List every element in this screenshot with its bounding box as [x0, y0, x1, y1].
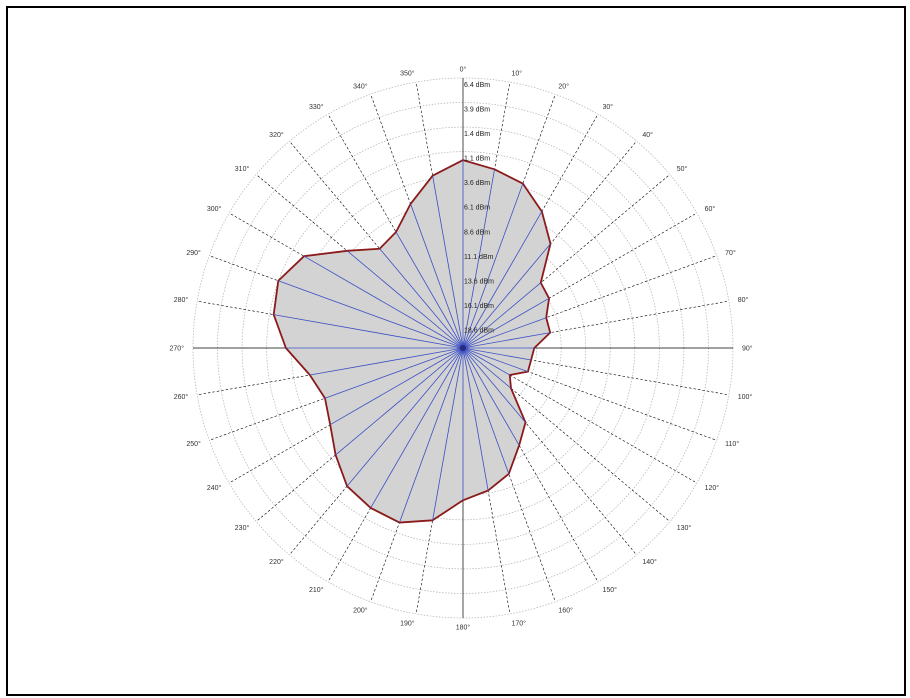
angle-label-50: 50°: [677, 165, 688, 173]
pattern-point-320: [379, 248, 464, 349]
angle-label-10: 10°: [511, 70, 522, 78]
ring-label-0: 6.4 dBm: [464, 82, 490, 89]
ring-labels: 6.4 dBm 3.9 dBm 1.4 dBm 1.1 dBm 3.6 dBm 6.1 d…: [464, 82, 494, 334]
pattern-point-30: [462, 211, 543, 349]
angle-label-290: 290°: [186, 249, 201, 257]
pattern-point-330: [395, 231, 464, 349]
pattern-point-120: [462, 347, 510, 376]
angle-label-210: 210°: [309, 586, 324, 594]
ring-label-3: 1.1 dBm: [464, 156, 490, 163]
angle-label-340: 340°: [353, 82, 368, 90]
pattern-point-170: [462, 347, 489, 491]
angle-label-30: 30°: [603, 103, 614, 111]
chart-frame: 0° 10° 20° 30° 40° 50° 60° 70° 80° 90° 100° 110° 120…: [6, 6, 906, 696]
angle-labels: 0° 10° 20° 30° 40° 50° 60° 70° 80° 90° 100° 110° 120…: [170, 66, 753, 632]
pattern-point-340: [410, 203, 464, 349]
angle-label-190: 190°: [400, 619, 415, 627]
angle-label-310: 310°: [235, 165, 250, 173]
pattern-point-220: [346, 347, 464, 487]
angle-label-130: 130°: [677, 524, 692, 532]
pattern-point-260: [309, 347, 464, 376]
pattern-point-300: [303, 255, 464, 349]
angle-label-250: 250°: [186, 440, 201, 448]
angle-label-110: 110°: [725, 440, 739, 448]
pattern-point-100: [462, 347, 532, 361]
angle-label-80: 80°: [738, 296, 749, 304]
pattern-series: [272, 159, 552, 524]
pattern-point-110: [462, 347, 529, 373]
angle-label-120: 120°: [705, 484, 720, 492]
pattern-point-140: [462, 347, 526, 423]
angle-label-180: 180°: [456, 624, 471, 632]
angle-label-40: 40°: [642, 131, 653, 139]
angle-label-260: 260°: [174, 393, 189, 401]
polar-plot: 0° 10° 20° 30° 40° 50° 60° 70° 80° 90° 100° 110° 120…: [170, 66, 753, 632]
ring-label-8: 13.6 dBm: [464, 278, 494, 285]
angle-label-100: 100°: [738, 393, 753, 401]
ring-label-1: 3.9 dBm: [464, 107, 490, 114]
angle-label-350: 350°: [400, 70, 415, 78]
pattern-point-210: [370, 347, 464, 509]
angle-label-90: 90°: [742, 345, 753, 353]
ring-label-4: 3.6 dBm: [464, 180, 490, 187]
pattern-point-40: [462, 243, 551, 349]
angle-label-160: 160°: [558, 607, 573, 615]
angle-label-270: 270°: [170, 345, 185, 353]
pattern-point-150: [462, 347, 520, 446]
angle-label-140: 140°: [642, 558, 657, 566]
pattern-point-190: [432, 347, 464, 521]
pattern-point-70: [462, 317, 547, 349]
angle-label-20: 20°: [558, 82, 569, 90]
angle-label-320: 320°: [269, 131, 284, 139]
angle-label-280: 280°: [174, 296, 189, 304]
ring-label-9: 16.1 dBm: [464, 303, 494, 310]
pattern-point-160: [462, 347, 510, 474]
pattern-point-20: [462, 183, 524, 349]
angle-label-60: 60°: [705, 205, 716, 213]
pattern-point-60: [462, 297, 550, 349]
angle-label-330: 330°: [309, 103, 324, 111]
ring-label-2: 1.4 dBm: [464, 131, 490, 138]
ring-label-7: 11.1 dBm: [464, 254, 494, 261]
pattern-point-230: [335, 347, 464, 456]
pattern-point-10: [462, 169, 495, 349]
angle-label-150: 150°: [603, 586, 618, 594]
angle-label-170: 170°: [511, 619, 526, 627]
angle-label-300: 300°: [207, 205, 222, 213]
pattern-point-250: [324, 347, 464, 399]
pattern-point-290: [278, 280, 464, 349]
angle-label-230: 230°: [235, 524, 250, 532]
inner-spokes: [273, 160, 551, 523]
ring-label-6: 8.6 dBm: [464, 229, 490, 236]
pattern-point-240: [329, 347, 464, 426]
pattern-point-50: [462, 282, 542, 349]
radiation-pattern: [272, 159, 552, 524]
angle-label-240: 240°: [207, 484, 222, 492]
angle-label-200: 200°: [353, 607, 368, 615]
pattern-point-310: [346, 250, 464, 349]
pattern-point-80: [462, 332, 551, 349]
pattern-point-130: [462, 347, 512, 389]
pattern-point-350: [432, 175, 464, 349]
ring-label-10: 18.6 dBm: [464, 327, 494, 334]
ring-label-5: 6.1 dBm: [464, 205, 490, 212]
pattern-point-280: [273, 314, 464, 349]
angle-label-0: 0°: [460, 66, 467, 74]
pattern-point-200: [399, 347, 464, 523]
angle-label-70: 70°: [725, 249, 736, 257]
angle-label-220: 220°: [269, 558, 284, 566]
center-point: [460, 345, 466, 351]
